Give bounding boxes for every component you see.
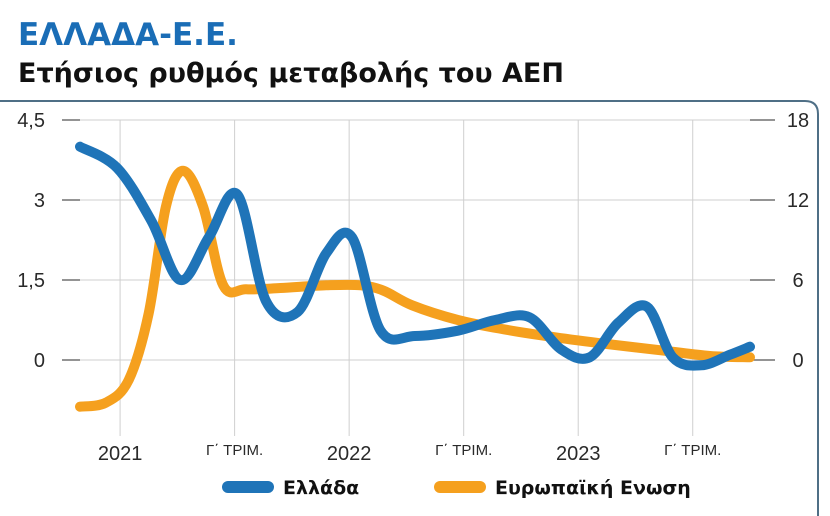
- x-tick-label: 2023: [556, 443, 601, 465]
- x-tick-label: 2021: [98, 443, 143, 465]
- chart-frame: [0, 100, 819, 516]
- chart-title: Ετήσιος ρυθμός μεταβολής του ΑΕΠ: [18, 58, 564, 89]
- y-tick-label-left: 3: [34, 190, 45, 212]
- x-tick-label: 2022: [327, 443, 372, 465]
- series-line-eu: [75, 165, 755, 412]
- legend-label-greece: Ελλάδα: [283, 477, 359, 499]
- y-tick-label-right: 6: [792, 270, 803, 292]
- chart-kicker: ΕΛΛΑΔΑ-Ε.Ε.: [18, 17, 238, 53]
- y-tick-label-right: 0: [792, 350, 803, 372]
- series-lines: [75, 141, 755, 412]
- y-tick-label-right: 18: [787, 110, 809, 132]
- series-line-greece: [75, 141, 755, 371]
- x-tick-label: Γ΄ ΤΡΙΜ.: [664, 442, 721, 459]
- grid: [66, 119, 760, 436]
- y-axis-right: 0 6 12 18: [750, 110, 809, 372]
- legend-label-eu: Ευρωπαϊκή Ενωση: [495, 477, 691, 499]
- x-axis: 2021 Γ΄ ΤΡΙΜ. 2022 Γ΄ ΤΡΙΜ. 2023 Γ΄ ΤΡΙΜ.: [98, 442, 721, 465]
- y-tick-label-right: 12: [787, 190, 809, 212]
- frame-line: [0, 100, 819, 516]
- y-axis-left: 0 1,5 3 4,5: [17, 110, 80, 372]
- x-tick-label: Γ΄ ΤΡΙΜ.: [206, 442, 263, 459]
- legend: Ελλάδα Ευρωπαϊκή Ενωση: [222, 477, 691, 499]
- y-tick-label-left: 0: [34, 350, 45, 372]
- y-tick-label-left: 1,5: [17, 270, 45, 292]
- x-tick-label: Γ΄ ΤΡΙΜ.: [435, 442, 492, 459]
- y-tick-label-left: 4,5: [17, 110, 45, 132]
